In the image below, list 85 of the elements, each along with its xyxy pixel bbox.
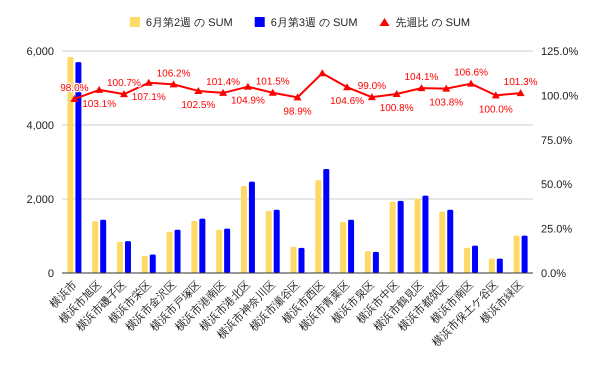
bar [472, 246, 478, 273]
bar [514, 236, 520, 273]
legend-label: 6月第2週 の SUM [146, 17, 233, 29]
point [294, 93, 302, 100]
y-tick-label: 4,000 [26, 120, 54, 132]
bar [124, 241, 131, 273]
bar [364, 251, 371, 273]
data-label: 98.9% [283, 106, 312, 118]
y-tick-label: 0 [48, 268, 54, 280]
bar [116, 242, 123, 273]
point [343, 83, 352, 90]
bar [142, 256, 148, 273]
legend-label: 先週比 の SUM [396, 16, 470, 29]
y2-tick-label: 125.0% [541, 46, 579, 58]
bar [216, 230, 222, 273]
point [516, 89, 525, 96]
point [170, 80, 178, 88]
bar [496, 258, 503, 273]
bar [240, 186, 247, 273]
bar [191, 220, 198, 273]
bar [390, 202, 396, 273]
data-label: 100.7% [107, 78, 142, 90]
bar [323, 169, 330, 273]
bar [298, 248, 304, 273]
y2-tick-label: 0.0% [541, 268, 566, 280]
bar [166, 232, 173, 273]
data-label: 102.5% [181, 100, 216, 111]
data-label: 104.9% [230, 96, 265, 107]
point [120, 90, 128, 98]
bar [522, 236, 528, 273]
bar [414, 198, 420, 273]
data-label: 101.4% [206, 76, 240, 88]
bar [340, 222, 346, 273]
data-label: 101.3% [504, 77, 538, 88]
point [492, 91, 500, 98]
y2-tick-label: 100.0% [541, 90, 579, 102]
data-label: 104.6% [330, 96, 364, 108]
point [70, 94, 78, 102]
y-tick-label: 2,000 [26, 194, 54, 206]
y2-tick-label: 50.0% [541, 179, 572, 192]
point [318, 69, 326, 76]
data-label: 101.5% [256, 76, 290, 88]
data-label: 99.0% [358, 81, 386, 92]
data-label: 107.1% [132, 92, 166, 103]
y2-tick-label: 75.0% [541, 134, 572, 147]
bar [447, 210, 454, 273]
data-label: 103.8% [429, 98, 464, 109]
point [442, 84, 450, 92]
bar [92, 221, 98, 273]
point [392, 90, 401, 97]
bar [348, 220, 354, 273]
bar [422, 196, 428, 273]
data-label: 103.1% [82, 98, 116, 110]
bar [100, 220, 106, 273]
point [244, 82, 252, 90]
point [467, 80, 476, 87]
point [268, 88, 277, 96]
bar [174, 230, 181, 273]
bar [372, 252, 379, 273]
data-label: 106.6% [454, 68, 488, 79]
point [219, 88, 228, 96]
bar [266, 210, 272, 273]
data-label: 100.8% [380, 102, 414, 114]
data-label: 104.1% [404, 72, 439, 84]
point [194, 86, 202, 94]
point [368, 93, 376, 100]
bar [398, 200, 404, 273]
data-label: 100.0% [478, 104, 513, 116]
bar [274, 210, 280, 273]
bar [248, 182, 255, 273]
point [95, 86, 104, 93]
point [144, 78, 153, 86]
bar [315, 180, 322, 273]
bar [199, 218, 206, 273]
bar [464, 248, 470, 273]
data-label: 106.2% [156, 68, 191, 80]
bar [488, 258, 495, 273]
point [417, 84, 426, 92]
bar [150, 254, 156, 273]
bar [439, 212, 446, 273]
bar [290, 246, 296, 273]
y-tick-label: 6,000 [26, 46, 54, 58]
y2-tick-label: 25.0% [541, 224, 572, 236]
legend-label: 6月第3週 の SUM [270, 17, 358, 29]
bar [224, 228, 230, 273]
